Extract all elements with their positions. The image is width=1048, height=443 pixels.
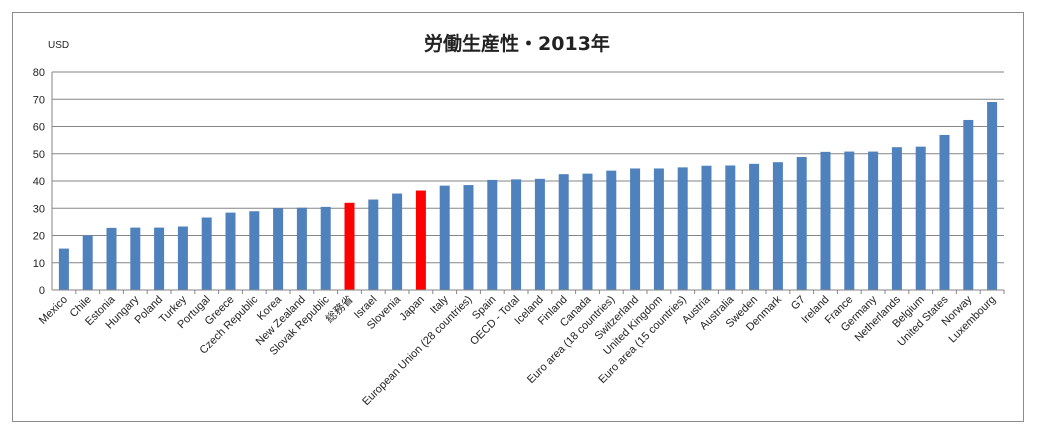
bar — [559, 174, 569, 290]
bar — [368, 200, 378, 290]
bar — [487, 180, 497, 290]
bar — [678, 167, 688, 290]
bar — [844, 152, 854, 290]
bars — [59, 102, 997, 290]
x-tick-label: Mexico — [37, 294, 70, 327]
bar — [702, 166, 712, 290]
bar — [868, 152, 878, 290]
bar — [583, 174, 593, 290]
bar — [654, 168, 664, 290]
bar — [940, 135, 950, 290]
y-tick-label: 30 — [33, 203, 45, 215]
bar-highlighted — [345, 203, 355, 290]
x-axis-ticks: MexicoChileEstoniaHungaryPolandTurkeyPor… — [37, 292, 998, 408]
y-tick-label: 0 — [39, 285, 45, 297]
bar — [226, 213, 236, 290]
bar — [392, 194, 402, 290]
x-tick-label: 総務省 — [322, 292, 355, 325]
x-tick-label: G7 — [789, 294, 808, 313]
bar — [321, 207, 331, 290]
bar-highlighted — [416, 191, 426, 290]
bar — [297, 208, 307, 290]
bar — [916, 147, 926, 290]
bar — [963, 120, 973, 290]
chart-frame: 労働生産性・2013年 USD 0 10 20 30 40 50 60 70 80 Mexico… — [12, 12, 1024, 422]
bar — [440, 186, 450, 290]
bar — [178, 227, 188, 290]
y-axis-ticks: 0 10 20 30 40 50 60 70 80 — [33, 67, 45, 297]
bar — [154, 228, 164, 290]
bar — [107, 228, 117, 290]
bar — [725, 165, 735, 290]
bar — [130, 228, 140, 290]
y-tick-label: 80 — [33, 67, 45, 79]
chart-title: 労働生産性・2013年 — [424, 32, 610, 55]
y-tick-label: 40 — [33, 176, 45, 188]
bar — [987, 102, 997, 290]
gridlines — [52, 72, 1004, 263]
bar — [249, 211, 259, 290]
bar — [797, 157, 807, 290]
x-tick-label: Japan — [397, 294, 427, 324]
y-tick-label: 60 — [33, 122, 45, 134]
bar — [535, 179, 545, 290]
bar — [749, 164, 759, 290]
bar — [59, 249, 69, 290]
bar — [630, 168, 640, 290]
bar — [892, 147, 902, 290]
y-tick-label: 50 — [33, 149, 45, 161]
y-axis-unit: USD — [48, 40, 69, 51]
bar — [202, 218, 212, 290]
bar — [273, 208, 283, 290]
bar — [511, 179, 521, 290]
bar — [83, 236, 93, 291]
bar — [464, 185, 474, 290]
y-tick-label: 10 — [33, 258, 45, 270]
bar-chart: 労働生産性・2013年 USD 0 10 20 30 40 50 60 70 80 Mexico… — [13, 13, 1023, 421]
y-tick-label: 20 — [33, 231, 45, 243]
x-axis — [52, 72, 1004, 294]
bar — [773, 162, 783, 290]
y-tick-label: 70 — [33, 94, 45, 106]
bar — [606, 171, 616, 290]
bar — [821, 152, 831, 290]
